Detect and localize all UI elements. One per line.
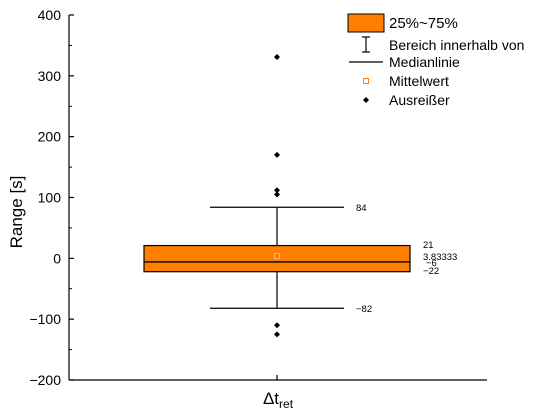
y-ticks: −200 −100 0 100 200 300 400 (29, 7, 74, 388)
x-category-sub: ret (279, 397, 294, 411)
q1-value-label: −22 (423, 266, 439, 277)
x-category-label: Δtret (263, 389, 294, 411)
y-tick-label: 200 (38, 129, 62, 145)
legend-mean-label: Mittelwert (389, 73, 449, 89)
outlier-point (274, 191, 280, 198)
box-series (143, 53, 411, 338)
y-tick-label: 300 (38, 68, 62, 84)
y-tick-label: 0 (53, 250, 61, 266)
legend-box-label: 25%~75% (389, 15, 458, 32)
mean-marker (274, 253, 280, 260)
legend: 25%~75% Bereich innerhalb von Medianlini… (347, 13, 524, 108)
y-tick-label: 400 (38, 7, 62, 23)
q3-value-label: 21 (423, 240, 434, 251)
legend-box-swatch (347, 13, 385, 33)
legend-whisker-label: Bereich innerhalb von (389, 37, 524, 53)
y-tick-label: 100 (38, 190, 62, 206)
y-tick-label: −200 (29, 372, 61, 388)
outlier-point (274, 151, 280, 158)
x-category-main: Δt (263, 389, 279, 408)
stat-labels: 84 21 3.83333 −6 −22 −82 (356, 203, 457, 315)
mean-value-label: 3.83333 (423, 252, 457, 263)
legend-outlier-label: Ausreißer (389, 92, 450, 108)
legend-median-label: Medianlinie (389, 54, 460, 70)
outlier-point (274, 187, 280, 194)
outlier-point (274, 53, 280, 60)
legend-mean-symbol (363, 78, 369, 84)
whisker-high-value-label: 84 (356, 203, 367, 214)
y-axis-label: Range [s] (7, 176, 26, 249)
legend-whisker-symbol (362, 36, 370, 53)
y-tick-label: −100 (29, 311, 61, 327)
median-value-label: −6 (426, 258, 437, 269)
whisker-low-value-label: −82 (356, 304, 372, 315)
legend-outlier-symbol (363, 97, 369, 103)
outlier-point (274, 331, 280, 338)
outlier-point (274, 322, 280, 329)
